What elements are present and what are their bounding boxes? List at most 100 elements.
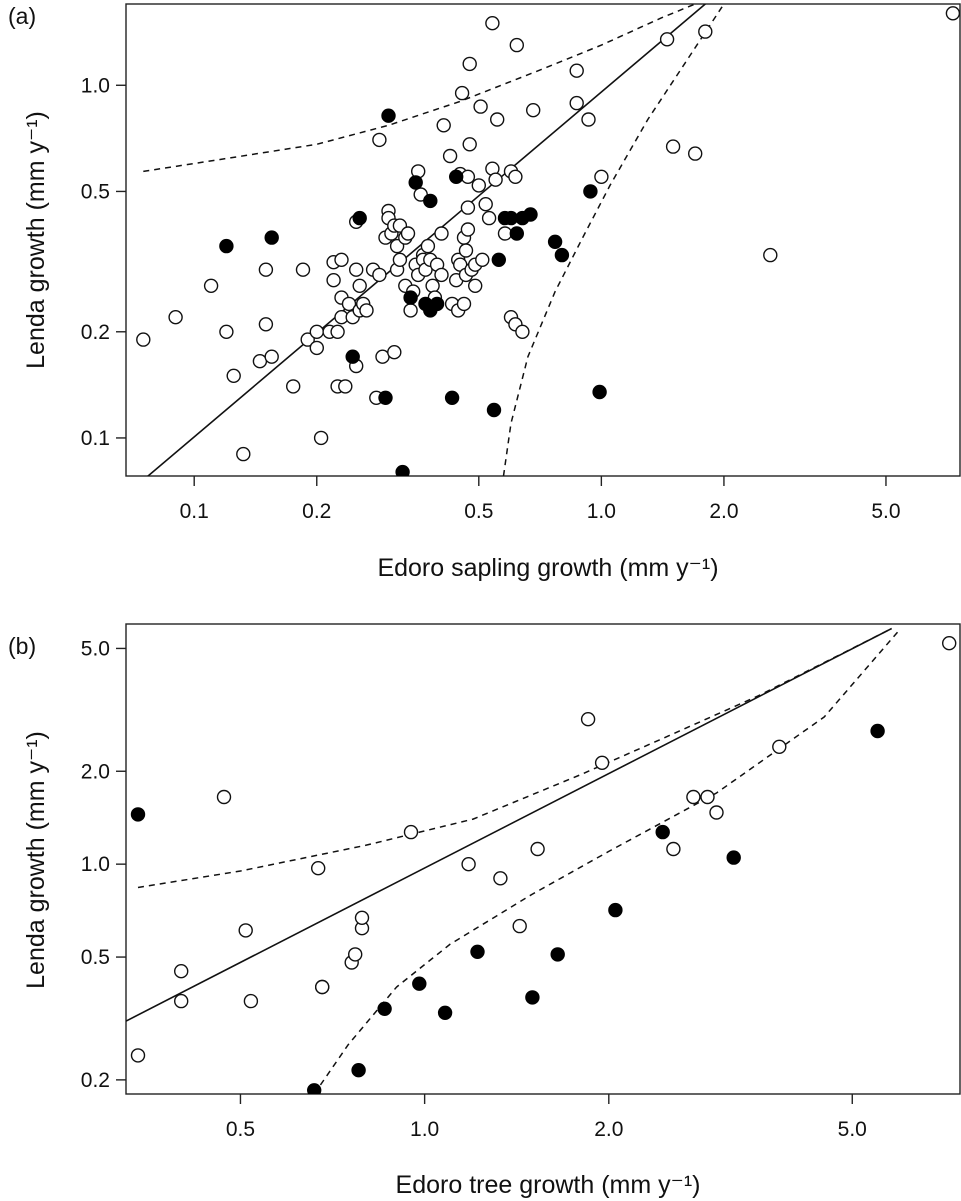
panel-b-x-tick-label: 5.0 xyxy=(838,1118,867,1141)
panel-b-points xyxy=(130,636,957,1094)
panel-a-open-point xyxy=(258,262,274,277)
panel-a-y-axis-title: Lenda growth (mm y⁻¹) xyxy=(22,111,50,369)
panel-a-open-point xyxy=(526,102,541,118)
panel-a-filled-point xyxy=(395,464,410,476)
panel-a-open-point xyxy=(468,278,483,293)
panel-b-open-point xyxy=(311,861,326,876)
panel-b-open-point xyxy=(594,755,610,770)
panel-a-open-point xyxy=(462,137,477,152)
panel-a-filled-point xyxy=(429,296,445,312)
panel-b-x-ticks: 0.5 1.0 2.0 5.0 xyxy=(226,1094,867,1141)
panel-b-filled-point xyxy=(130,807,146,822)
panel-a-open-point xyxy=(425,278,440,293)
panel-a-open-point xyxy=(400,226,416,241)
panel-b-open-point xyxy=(942,636,957,651)
panel-b-open-point xyxy=(130,1048,146,1063)
panel-a-y-tick-label: 0.1 xyxy=(81,427,110,450)
panel-a-open-point xyxy=(688,146,703,161)
panel-a-open-point xyxy=(569,95,584,111)
panel-a-x-tick-label: 2.0 xyxy=(709,500,738,523)
panel-a-open-point xyxy=(581,112,596,127)
panel-b-filled-point xyxy=(655,824,670,840)
panel-b-lower-confidence-band xyxy=(313,628,902,1094)
panel-b-filled-point xyxy=(550,947,565,962)
panel-a-open-point xyxy=(490,112,505,127)
panel-a-open-point xyxy=(236,446,251,462)
panel-a-filled-point xyxy=(583,184,598,199)
panel-a-open-point xyxy=(286,379,301,394)
panel-b-y-ticks: 0.2 0.5 1.0 2.0 5.0 xyxy=(81,637,126,1092)
panel-b-filled-point xyxy=(412,976,427,991)
panel-b-filled-point xyxy=(377,1001,392,1016)
panel-a-filled-point xyxy=(352,210,367,226)
panel-b-open-point xyxy=(348,947,363,962)
panel-a-filled-point xyxy=(403,290,418,305)
panel-a-filled-point xyxy=(554,247,570,263)
panel-a-open-point xyxy=(456,296,472,312)
panel-a-filled-point xyxy=(378,390,393,405)
panel-a-open-point xyxy=(330,324,345,339)
panel-a-filled-point xyxy=(486,402,502,418)
panel-a-open-point xyxy=(462,56,477,72)
panel-b: (b) 0.5 1.0 2.0 5.0 0.2 0.5 1.0 2.0 5.0 Edoro t… xyxy=(8,623,961,1199)
panel-a-filled-point xyxy=(345,349,360,364)
panel-b-y-tick-label: 0.2 xyxy=(81,1069,110,1092)
panel-a-filled-point xyxy=(547,234,563,250)
panel-a-open-point xyxy=(659,32,675,47)
panel-a-open-point xyxy=(403,303,418,318)
panel-a-y-ticks: 0.1 0.2 0.5 1.0 xyxy=(81,74,126,450)
panel-a-open-point xyxy=(338,379,353,394)
panel-b-label: (b) xyxy=(8,633,36,659)
panel-a-open-point xyxy=(478,196,493,212)
panel-a-label: (a) xyxy=(8,3,36,29)
panel-b-open-point xyxy=(354,910,370,925)
panel-a-open-point xyxy=(375,349,390,364)
panel-a-lower-confidence-band xyxy=(502,4,725,476)
panel-a-open-point xyxy=(392,252,408,267)
panel-a-open-point xyxy=(389,238,405,254)
panel-b-x-tick-label: 2.0 xyxy=(594,1118,623,1141)
panel-b-y-tick-label: 5.0 xyxy=(81,637,110,660)
panel-a-open-point xyxy=(497,226,513,241)
panel-a-open-point xyxy=(252,354,268,369)
panel-a-open-point xyxy=(219,324,234,339)
panel-b-open-point xyxy=(243,993,259,1009)
panel-b-plot-frame xyxy=(125,623,961,1095)
panel-b-y-tick-label: 2.0 xyxy=(81,760,110,783)
panel-a-open-point xyxy=(300,332,315,347)
panel-b-filled-point xyxy=(437,1005,453,1020)
panel-b-open-point xyxy=(530,841,545,857)
panel-a-filled-point xyxy=(408,175,423,190)
panel-b-filled-point xyxy=(351,1062,366,1078)
panel-a-open-point xyxy=(420,238,436,254)
panel-b-filled-point xyxy=(525,990,540,1005)
panel-b-open-point xyxy=(315,979,330,995)
panel-a-open-point xyxy=(481,210,497,226)
panel-a-open-point xyxy=(349,262,364,277)
panel-a-open-point xyxy=(488,172,503,187)
panel-b-filled-point xyxy=(307,1083,322,1094)
panel-a-open-point xyxy=(372,267,387,283)
panel-a-open-point xyxy=(454,85,470,101)
panel-b-open-point xyxy=(580,712,596,727)
panel-a-filled-point xyxy=(423,193,438,209)
panel-a-open-point xyxy=(475,252,490,267)
panel-b-filled-point xyxy=(726,850,741,865)
panel-a-open-point xyxy=(372,132,387,148)
panel-a-open-point xyxy=(309,340,324,356)
panel-a-open-point xyxy=(258,317,274,332)
panel-a-filled-point xyxy=(509,226,524,241)
panel-a-open-point xyxy=(326,273,341,288)
panel-b-open-point xyxy=(512,918,527,934)
panel-b-open-point xyxy=(238,923,253,938)
panel-a-open-point xyxy=(359,303,374,318)
panel-a-open-point xyxy=(309,324,324,339)
panel-a-x-tick-label: 5.0 xyxy=(871,500,900,523)
panel-a-filled-point xyxy=(449,169,464,185)
panel-a-filled-point xyxy=(381,108,396,123)
panel-a-open-point xyxy=(442,148,458,164)
panel-a-open-point xyxy=(168,310,183,325)
panel-a-points xyxy=(136,6,960,476)
panel-a-open-point xyxy=(458,243,474,258)
